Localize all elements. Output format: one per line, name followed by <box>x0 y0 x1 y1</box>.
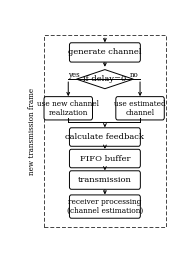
Text: use estimated
channel: use estimated channel <box>114 100 166 117</box>
Text: calculate feedback: calculate feedback <box>65 133 144 141</box>
FancyBboxPatch shape <box>69 43 140 62</box>
Text: generate channel: generate channel <box>68 49 142 56</box>
Text: receiver processing
(channel estimation): receiver processing (channel estimation) <box>67 198 143 215</box>
FancyBboxPatch shape <box>69 195 140 218</box>
FancyBboxPatch shape <box>116 97 164 120</box>
Text: yes: yes <box>69 71 80 79</box>
Text: no: no <box>130 71 138 79</box>
FancyBboxPatch shape <box>69 171 140 189</box>
Text: use new channel
realization: use new channel realization <box>37 100 99 117</box>
Text: FIFO buffer: FIFO buffer <box>80 155 130 163</box>
Text: if delay=0: if delay=0 <box>83 75 127 83</box>
Text: new transmission frame: new transmission frame <box>28 88 36 175</box>
FancyBboxPatch shape <box>69 128 140 146</box>
Text: transmission: transmission <box>78 176 132 184</box>
FancyBboxPatch shape <box>44 97 92 120</box>
Bar <box>44 35 166 227</box>
FancyBboxPatch shape <box>69 149 140 168</box>
Polygon shape <box>76 70 133 89</box>
